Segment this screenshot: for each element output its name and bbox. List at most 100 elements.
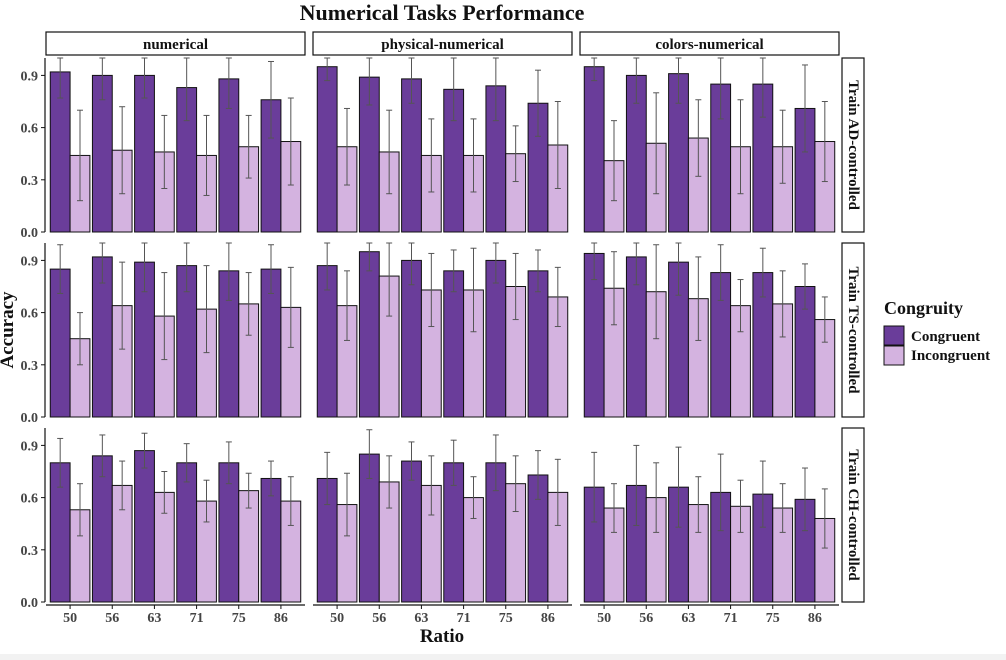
panel-train-ts-controlled-colors-numerical bbox=[580, 242, 839, 418]
row-strip-label: Train AD-controlled bbox=[845, 80, 861, 211]
error-bar-congruent-50 bbox=[324, 451, 331, 506]
bar-congruent-63 bbox=[134, 74, 155, 233]
y-tick-label: 0.3 bbox=[21, 174, 39, 189]
error-bar-incongruent-75 bbox=[512, 252, 519, 321]
error-bar-incongruent-86 bbox=[287, 476, 294, 526]
error-bar-incongruent-63 bbox=[161, 272, 168, 361]
error-bar-congruent-63 bbox=[141, 57, 148, 99]
error-bar-congruent-56 bbox=[366, 242, 373, 272]
x-tick-label: 50 bbox=[63, 611, 77, 626]
bar-congruent-56 bbox=[358, 251, 380, 418]
error-bar-incongruent-86 bbox=[287, 266, 294, 348]
error-bar-congruent-56 bbox=[99, 242, 106, 284]
row-strip-label: Train CH-controlled bbox=[845, 449, 861, 581]
bar-congruent-50 bbox=[583, 66, 605, 233]
x-tick-label: 75 bbox=[232, 611, 246, 626]
error-bar-congruent-71 bbox=[183, 57, 190, 122]
error-bar-congruent-63 bbox=[408, 242, 415, 286]
legend-swatch-congruent bbox=[883, 325, 905, 346]
x-tick-label: 56 bbox=[372, 611, 386, 626]
x-tick-label: 56 bbox=[105, 611, 119, 626]
error-bar-incongruent-50 bbox=[610, 251, 617, 326]
panel-train-ch-controlled-physical-numerical bbox=[313, 428, 572, 603]
error-bar-incongruent-71 bbox=[737, 479, 744, 533]
x-tick-label: 75 bbox=[499, 611, 513, 626]
bar-congruent-63 bbox=[134, 450, 155, 603]
error-bar-congruent-71 bbox=[183, 242, 190, 293]
error-bar-incongruent-75 bbox=[779, 270, 786, 338]
legend-title: Congruity bbox=[884, 298, 963, 318]
error-bar-congruent-86 bbox=[268, 60, 275, 139]
error-bar-incongruent-63 bbox=[161, 471, 168, 514]
error-bar-incongruent-56 bbox=[386, 242, 393, 317]
error-bar-congruent-86 bbox=[802, 263, 809, 310]
x-tick-label: 63 bbox=[414, 611, 428, 626]
bar-congruent-86 bbox=[527, 270, 549, 418]
error-bar-incongruent-75 bbox=[512, 455, 519, 513]
error-bar-congruent-71 bbox=[717, 453, 724, 532]
legend-swatch-incongruent bbox=[883, 345, 905, 366]
legend-label-incongruent: Incongruent bbox=[911, 348, 990, 364]
row-strips: Train AD-controlled Train TS-controlled Tr… bbox=[841, 57, 865, 603]
panel-train-ch-controlled-numerical bbox=[46, 428, 305, 603]
error-bar-incongruent-86 bbox=[554, 458, 561, 526]
y-tick-label: 0.3 bbox=[21, 359, 39, 374]
x-tick-label: 86 bbox=[274, 611, 288, 626]
row-strip-train-ad-controlled bbox=[841, 57, 865, 233]
x-tick-label: 56 bbox=[639, 611, 653, 626]
bar-congruent-75 bbox=[485, 259, 507, 418]
error-bar-incongruent-63 bbox=[695, 476, 702, 533]
bar-congruent-63 bbox=[401, 460, 422, 603]
x-tick-label: 50 bbox=[597, 611, 611, 626]
error-bar-congruent-75 bbox=[492, 57, 499, 122]
row-strip-label: Train TS-controlled bbox=[845, 266, 861, 394]
error-bar-incongruent-86 bbox=[287, 97, 294, 186]
error-bar-incongruent-50 bbox=[343, 472, 350, 537]
bar-congruent-50 bbox=[316, 66, 338, 233]
error-bar-congruent-75 bbox=[759, 460, 766, 528]
y-tick-label: 0.6 bbox=[21, 492, 39, 507]
error-bar-congruent-75 bbox=[492, 242, 499, 284]
error-bar-congruent-50 bbox=[591, 57, 598, 82]
error-bar-congruent-71 bbox=[450, 57, 457, 122]
error-bar-incongruent-50 bbox=[610, 120, 617, 202]
error-bar-incongruent-75 bbox=[245, 272, 252, 336]
x-axis-title: Ratio bbox=[420, 626, 464, 647]
legend: Congruity Congruent Incongruent bbox=[883, 298, 990, 366]
x-tick-label: 50 bbox=[330, 611, 344, 626]
error-bar-congruent-56 bbox=[633, 57, 640, 104]
error-bar-congruent-56 bbox=[99, 434, 106, 478]
error-bar-congruent-86 bbox=[535, 69, 542, 137]
y-axis-title: Accuracy bbox=[0, 291, 18, 369]
column-strip-physical-numerical bbox=[312, 31, 573, 56]
y-tick-label: 0.0 bbox=[21, 411, 39, 426]
error-bar-congruent-71 bbox=[183, 443, 190, 483]
y-tick-label: 0.9 bbox=[21, 439, 39, 454]
error-bar-incongruent-50 bbox=[343, 270, 350, 341]
error-bar-incongruent-86 bbox=[821, 101, 828, 183]
footer-strip bbox=[0, 654, 1006, 660]
error-bar-congruent-56 bbox=[99, 57, 106, 101]
error-bar-congruent-50 bbox=[324, 57, 331, 82]
error-bar-congruent-63 bbox=[675, 57, 682, 104]
error-bar-incongruent-71 bbox=[203, 265, 210, 354]
error-bar-congruent-56 bbox=[633, 242, 640, 286]
error-bar-incongruent-75 bbox=[245, 114, 252, 179]
error-bar-congruent-63 bbox=[408, 57, 415, 104]
column-strip-label: colors-numerical bbox=[655, 37, 763, 53]
y-tick-label: 0.9 bbox=[21, 69, 39, 84]
error-bar-incongruent-71 bbox=[737, 99, 744, 195]
error-bar-congruent-63 bbox=[141, 432, 148, 469]
column-strips: numerical physical-numerical colors-numeri… bbox=[45, 31, 840, 56]
y-tick-label: 0.6 bbox=[21, 122, 39, 137]
error-bar-incongruent-56 bbox=[119, 261, 126, 350]
column-strip-colors-numerical bbox=[579, 31, 840, 56]
error-bar-incongruent-63 bbox=[428, 118, 435, 193]
error-bar-incongruent-71 bbox=[203, 114, 210, 196]
error-bar-congruent-75 bbox=[492, 434, 499, 492]
panels bbox=[46, 57, 839, 603]
error-bar-incongruent-71 bbox=[470, 476, 477, 519]
column-strip-label: physical-numerical bbox=[381, 37, 504, 53]
error-bar-congruent-71 bbox=[450, 249, 457, 293]
